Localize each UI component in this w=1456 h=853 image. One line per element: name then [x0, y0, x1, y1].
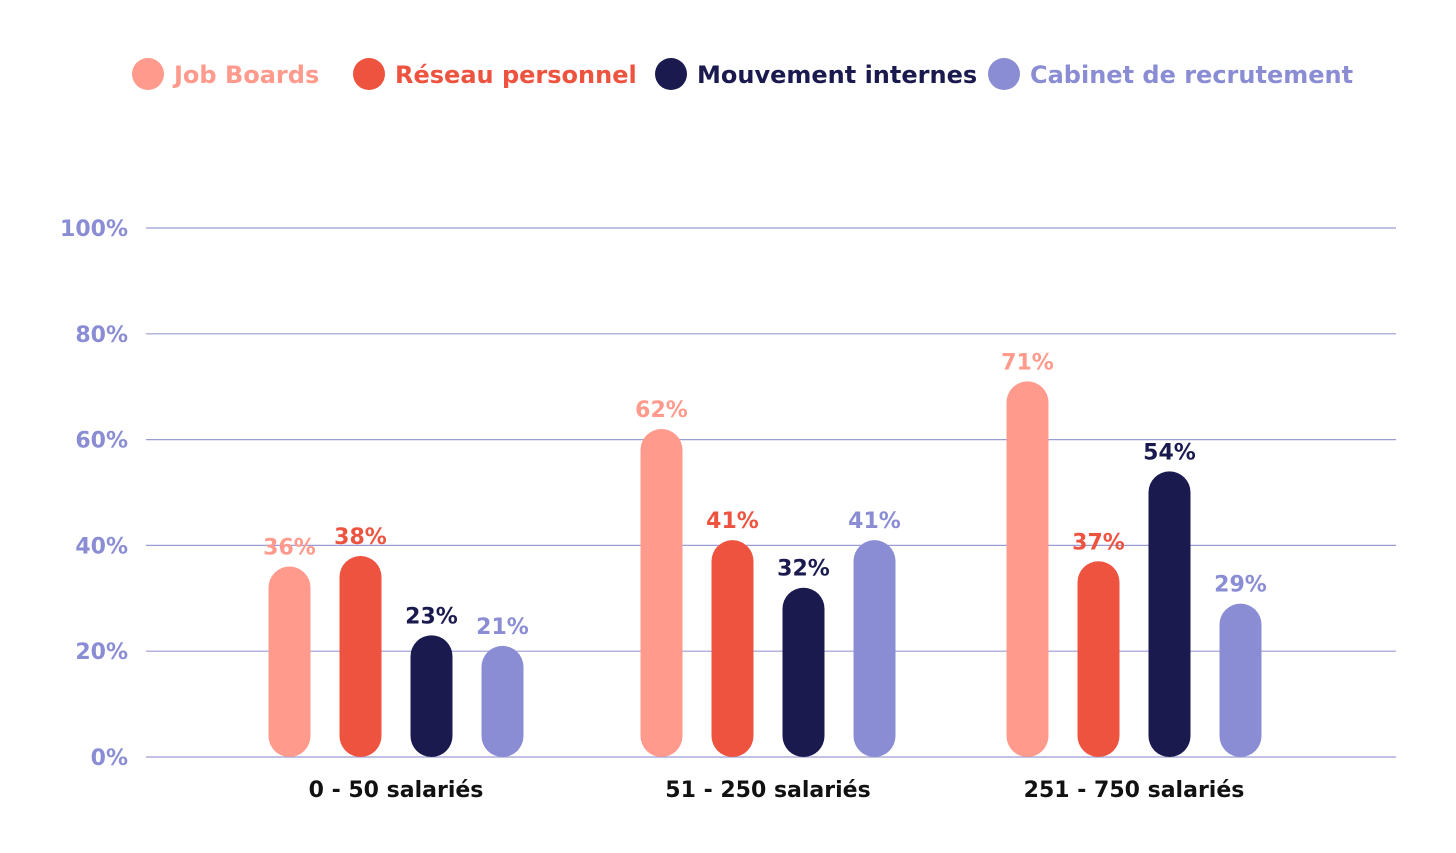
data-label: 41% [848, 509, 901, 534]
y-tick-label: 40% [75, 534, 128, 559]
category-label: 0 - 50 salariés [309, 778, 484, 803]
data-label: 29% [1214, 573, 1267, 598]
bar [1006, 381, 1049, 757]
grid-lines [146, 227, 1396, 758]
data-label: 41% [706, 509, 759, 534]
legend-swatch [353, 58, 385, 90]
y-tick-label: 100% [60, 217, 128, 242]
data-label: 23% [405, 604, 458, 629]
y-tick-label: 80% [75, 323, 128, 348]
y-tick-label: 20% [75, 640, 128, 665]
bar [640, 429, 683, 757]
legend-label: Cabinet de recrutement [1030, 61, 1353, 89]
bar [1077, 561, 1120, 757]
legend-item: Cabinet de recrutement [988, 58, 1353, 90]
bar [1148, 471, 1191, 757]
legend-label: Job Boards [172, 61, 319, 89]
data-label: 36% [263, 536, 316, 561]
data-label: 54% [1143, 440, 1196, 465]
legend-swatch [988, 58, 1020, 90]
category-labels: 0 - 50 salariés 51 - 250 salariés 251 - 75… [309, 778, 1245, 803]
legend-swatch [655, 58, 687, 90]
bar [1219, 603, 1262, 757]
data-label: 37% [1072, 530, 1125, 555]
data-labels: 36% 62% 71% 38% 41% 37% 23% 32% 54% 21% 41% 29% [263, 350, 1267, 639]
bar [711, 540, 754, 757]
data-label: 32% [777, 557, 830, 582]
bar [339, 555, 382, 757]
legend-item: Job Boards [132, 58, 319, 90]
bar [410, 635, 453, 757]
y-tick-label: 0% [91, 746, 128, 771]
y-tick-label: 60% [75, 429, 128, 454]
legend-label: Mouvement internes [697, 61, 977, 89]
data-label: 21% [476, 615, 529, 640]
data-label: 71% [1001, 350, 1054, 375]
bar [268, 566, 311, 757]
bar [481, 645, 524, 757]
bar-series [268, 381, 1262, 757]
bar [782, 587, 825, 757]
legend-label: Réseau personnel [395, 61, 637, 89]
legend-item: Mouvement internes [655, 58, 977, 90]
data-label: 62% [635, 398, 688, 423]
legend: Job Boards Réseau personnel Mouvement inte… [132, 58, 1353, 90]
category-label: 251 - 750 salariés [1024, 778, 1245, 803]
legend-swatch [132, 58, 164, 90]
y-axis-tick-labels: 0% 20% 40% 60% 80% 100% [60, 217, 128, 771]
bar [853, 540, 896, 757]
data-label: 38% [334, 525, 387, 550]
category-label: 51 - 250 salariés [665, 778, 870, 803]
legend-item: Réseau personnel [353, 58, 637, 90]
